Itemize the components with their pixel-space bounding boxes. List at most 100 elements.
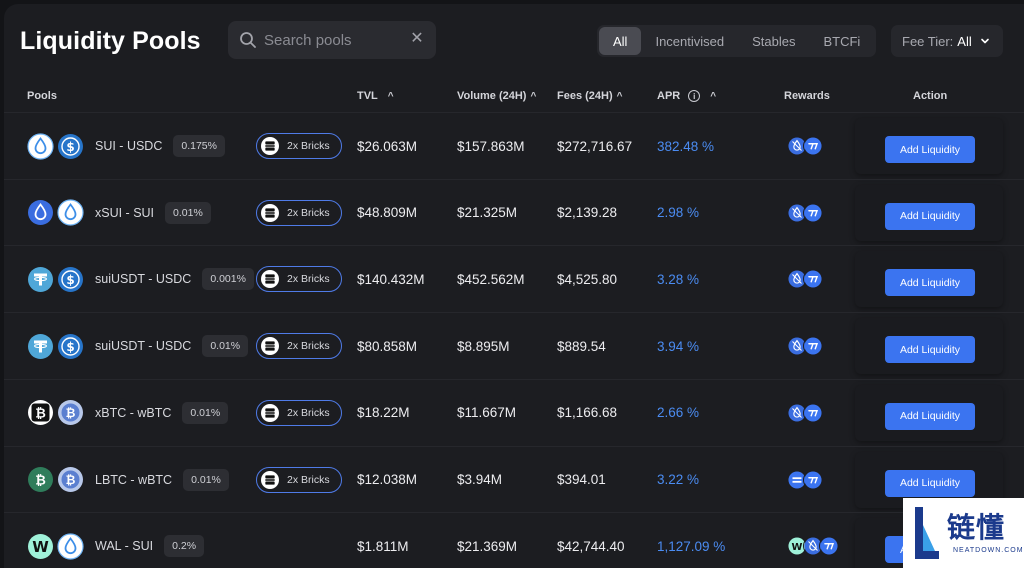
bricks-label: 2x Bricks [287,340,330,353]
bricks-icon [261,470,279,489]
add-liquidity-button[interactable]: Add Liquidity [885,469,975,497]
bricks-cell: 2x Bricks [256,246,342,312]
bricks-badge[interactable]: 2x Bricks [256,199,342,226]
pool-pair-name: SUI - USDC [95,139,163,153]
usdc-icon: $ [57,133,84,160]
sui-icon [57,199,84,226]
pool-filter-tabs: All Incentivised Stables BTCFi [597,25,876,57]
usdc-icon: $ [57,333,84,360]
pool-cell[interactable]: xSUI - SUI 0.01% [27,180,211,246]
table-row[interactable]: xSUI - SUI 0.01% 2x Bricks $48.809M $21.325M… [4,178,1024,246]
col-pools: Pools [27,90,57,102]
search-icon [240,32,256,48]
usdt-icon [27,333,54,360]
svg-text:₿: ₿ [66,406,76,420]
app-window: Liquidity Pools ✕ All Incentivised Stabl… [4,4,1024,568]
fee-badge: 0.2% [164,535,205,558]
pool-cell[interactable]: $ suiUSDT - USDC 0.01% [27,313,249,379]
add-liquidity-button[interactable]: Add Liquidity [885,402,975,430]
rewards-cell: W [787,513,839,568]
bricks-badge[interactable]: 2x Bricks [256,399,342,426]
pool-cell[interactable]: $ suiUSDT - USDC 0.001% [27,246,254,312]
pool-cell[interactable]: ₿ ₿ LBTC - wBTC 0.01% [27,447,229,513]
fee-badge: 0.01% [182,401,229,424]
header: Liquidity Pools ✕ All Incentivised Stabl… [4,4,1024,82]
rewards-cell [787,447,823,513]
add-liquidity-button[interactable]: Add Liquidity [885,136,975,163]
add-liquidity-button[interactable]: Add Liquidity [885,336,975,364]
pool-cell[interactable]: ₿ ₿ xBTC - wBTC 0.01% [27,380,229,446]
col-fees[interactable]: Fees (24H) ^ [557,90,623,102]
pool-pair-name: suiUSDT - USDC [95,272,192,287]
fees-value: $1,166.68 [557,405,618,421]
rewards-cell [787,380,823,446]
fee-tier-dropdown[interactable]: Fee Tier: All [891,25,1003,57]
fee-badge: 0.01% [165,201,211,224]
tab-incentivised[interactable]: Incentivised [655,33,725,49]
cetus-reward-icon [803,336,823,357]
tvl-value: $48.809M [357,205,418,221]
svg-text:W: W [32,538,49,556]
bricks-cell: 2x Bricks [256,447,342,513]
table-row[interactable]: $ SUI - USDC 0.175% 2x Bricks $26.063M $157.8… [4,112,1024,178]
cetus-reward-icon [803,202,823,223]
bricks-cell: 2x Bricks [256,313,342,379]
add-liquidity-button[interactable]: Add Liquidity [885,269,975,297]
tab-stables[interactable]: Stables [752,33,796,49]
volume-value: $157.863M [457,138,525,154]
clear-search-icon[interactable]: ✕ [410,30,424,47]
wbtc-icon: ₿ [57,466,84,493]
bricks-badge[interactable]: 2x Bricks [256,133,342,159]
bricks-badge[interactable]: 2x Bricks [256,333,342,360]
fee-badge: 0.001% [202,268,254,291]
sui-icon [57,533,84,560]
neatdown-logo-icon [915,507,939,559]
svg-text:W: W [792,542,803,553]
rewards-cell [787,180,823,246]
table-row[interactable]: ₿ ₿ xBTC - wBTC 0.01% 2x Bricks $18.22M $11.66… [4,378,1024,446]
volume-value: $21.325M [457,205,518,221]
xsui-icon [27,199,54,226]
volume-value: $452.562M [457,271,525,287]
bricks-icon [261,137,279,155]
info-icon[interactable]: i [688,90,701,102]
svg-text:₿: ₿ [35,474,46,489]
cetus-reward-icon [803,136,823,156]
tvl-value: $140.432M [357,271,425,287]
svg-text:$: $ [66,340,74,354]
chevron-down-icon [980,38,989,44]
watermark-logo: 链懂 NEATDOWN.COM [903,498,1024,568]
bricks-badge[interactable]: 2x Bricks [256,266,342,293]
watermark-cn: 链懂 [947,511,1006,544]
sui-reward-icon [787,336,807,357]
rewards-cell [787,246,823,312]
bricks-badge[interactable]: 2x Bricks [256,466,342,493]
bricks-label: 2x Bricks [287,206,330,219]
col-apr[interactable]: APR i ^ [657,90,717,102]
apr-value: 3.22 % [657,472,700,487]
table-row[interactable]: ₿ ₿ LBTC - wBTC 0.01% 2x Bricks $12.038M $3.94… [4,445,1024,513]
sort-icon: ^ [616,90,623,102]
bricks-cell: 2x Bricks [256,113,342,179]
pool-cell[interactable]: W WAL - SUI 0.2% [27,513,205,568]
table-row[interactable]: $ suiUSDT - USDC 0.001% 2x Bricks $140.432M $… [4,245,1024,311]
table-row[interactable]: W WAL - SUI 0.2% $1.811M $21.369M $42,744.40 1… [4,512,1024,568]
sort-icon: ^ [387,90,394,102]
tvl-value: $18.22M [357,405,410,421]
bricks-label: 2x Bricks [287,406,330,419]
search-input[interactable] [264,29,404,51]
table-row[interactable]: $ suiUSDT - USDC 0.01% 2x Bricks $80.858M $8.… [4,312,1024,378]
col-volume[interactable]: Volume (24H) ^ [457,90,537,102]
pool-pair-name: LBTC - wBTC [95,472,173,487]
pool-cell[interactable]: $ SUI - USDC 0.175% [27,113,225,179]
tab-btcfi[interactable]: BTCFi [823,33,861,49]
tab-all[interactable]: All [599,27,642,55]
bricks-label: 2x Bricks [287,273,330,286]
svg-text:₿: ₿ [66,473,76,487]
search-box: ✕ [228,21,436,59]
add-liquidity-button[interactable]: Add Liquidity [885,202,975,230]
fee-badge: 0.175% [173,135,225,157]
col-tvl[interactable]: TVL ^ [357,90,394,102]
rewards-cell [787,113,823,179]
bricks-cell: 2x Bricks [256,180,342,246]
